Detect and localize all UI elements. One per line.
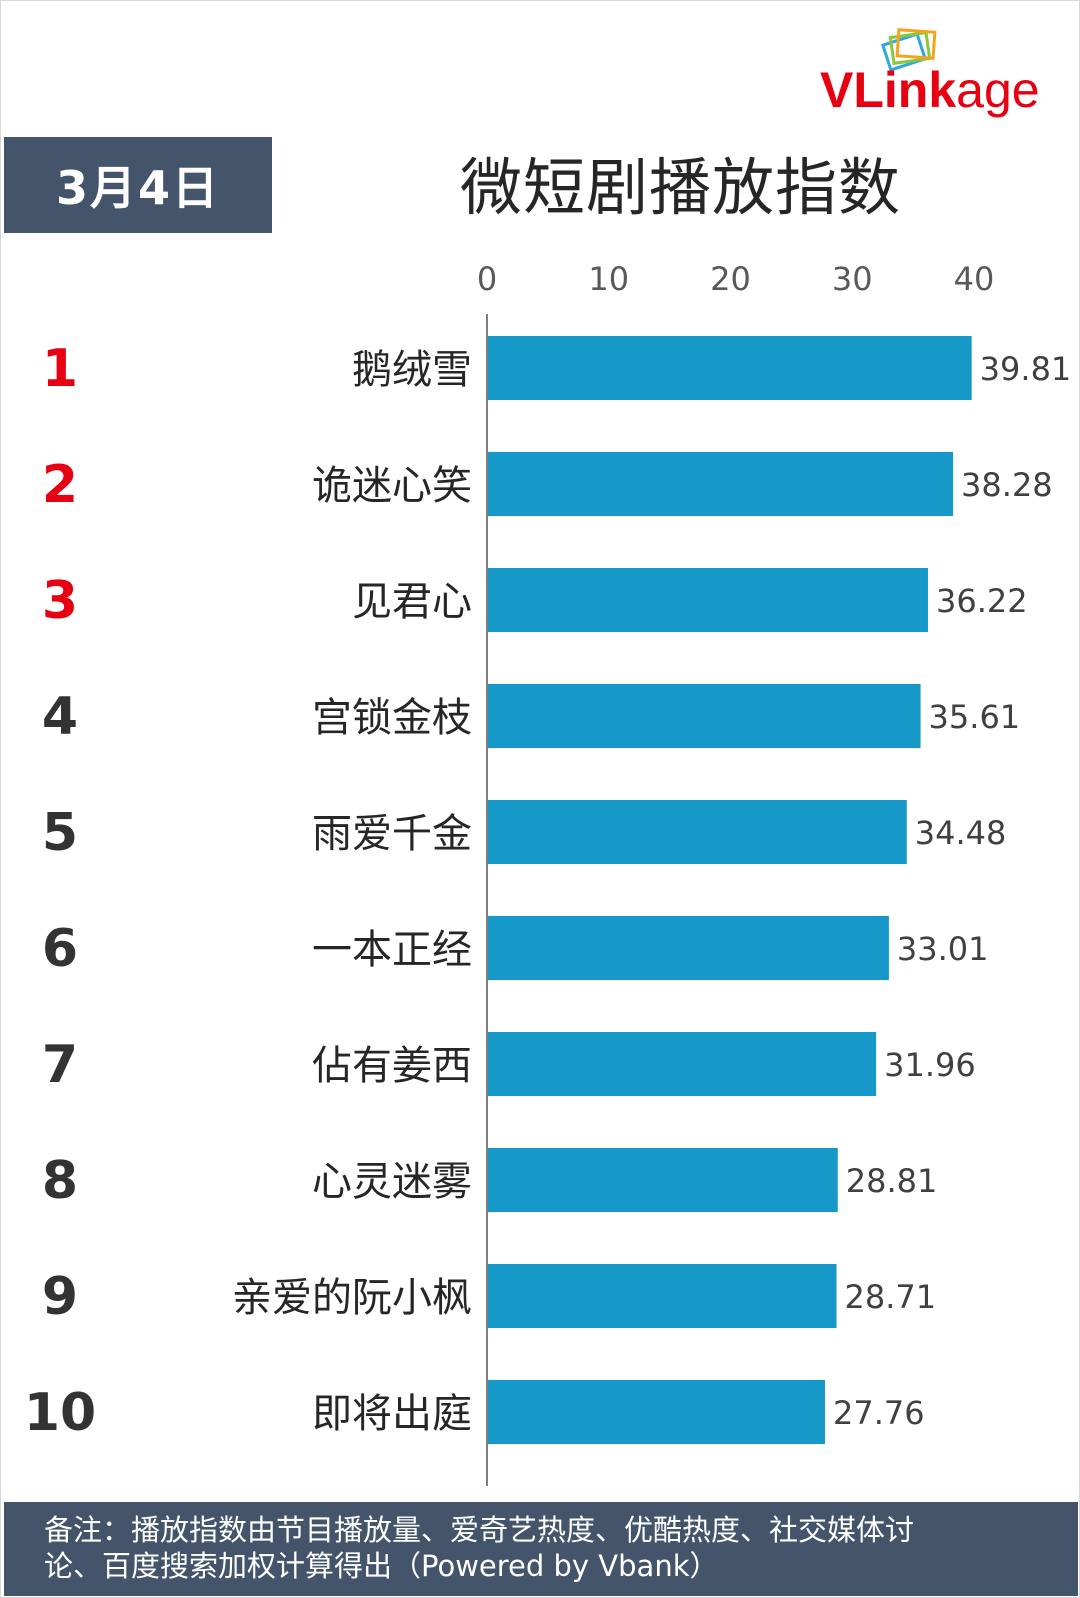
vlinkage-logo: VLinkage [820,25,1075,120]
data-label: 31.96 [884,1046,976,1084]
data-label: 28.81 [846,1162,938,1200]
logo-wordmark: VLinkage [820,62,1040,118]
bar-chart: 0 10 20 30 40 39.81 鹅绒雪 1 38.28 诡迷心笑 2 36.22 见君心 3 35.… [24,260,1072,1486]
chart-title: 微短剧播放指数 [460,151,902,224]
category-label: 亲爱的阮小枫 [232,1275,472,1321]
data-label: 28.71 [845,1278,937,1316]
category-label: 见君心 [352,579,472,625]
logo-frames-icon [880,28,937,72]
bar [488,1148,838,1212]
data-label: 27.76 [833,1394,925,1432]
category-label: 即将出庭 [312,1391,472,1437]
date-badge: 3月4日 [4,137,272,233]
rank-number: 6 [42,919,78,979]
bar [488,452,954,516]
category-label: 佔有姜西 [312,1043,472,1089]
data-label: 38.28 [961,466,1053,504]
x-tick-label: 40 [954,260,995,298]
category-label: 诡迷心笑 [312,463,472,509]
x-tick-label: 20 [710,260,751,298]
bar [488,336,972,400]
bar [488,1032,877,1096]
bar [488,800,907,864]
data-label: 35.61 [929,698,1021,736]
rank-number: 10 [24,1383,96,1443]
data-label: 33.01 [897,930,989,968]
footer-note: 备注：播放指数由节目播放量、爱奇艺热度、优酷热度、社交媒体讨 论、百度搜索加权计… [4,1502,1078,1596]
x-tick-label: 10 [588,260,629,298]
category-label: 宫锁金枝 [312,695,472,741]
data-label: 36.22 [936,582,1028,620]
data-label: 39.81 [980,350,1072,388]
bar [488,1264,837,1328]
bar [488,916,889,980]
rank-number: 4 [42,687,78,747]
rank-number: 3 [42,571,78,631]
rank-number: 7 [42,1035,78,1095]
bar [488,684,921,748]
x-tick-label: 0 [477,260,497,298]
rank-number: 5 [42,803,78,863]
rank-number: 8 [42,1151,78,1211]
bar [488,1380,825,1444]
category-label: 一本正经 [312,927,472,973]
data-label: 34.48 [915,814,1007,852]
footer-line-2: 论、百度搜索加权计算得出（Powered by Vbank） [44,1549,719,1583]
bar [488,568,928,632]
rank-number: 2 [42,455,78,515]
x-tick-label: 30 [832,260,873,298]
rank-number: 9 [42,1267,78,1327]
footer-line-1: 备注：播放指数由节目播放量、爱奇艺热度、优酷热度、社交媒体讨 [44,1513,915,1547]
category-label: 心灵迷雾 [312,1159,472,1205]
category-label: 鹅绒雪 [352,347,472,393]
rank-number: 1 [42,339,78,399]
category-label: 雨爱千金 [312,811,472,857]
